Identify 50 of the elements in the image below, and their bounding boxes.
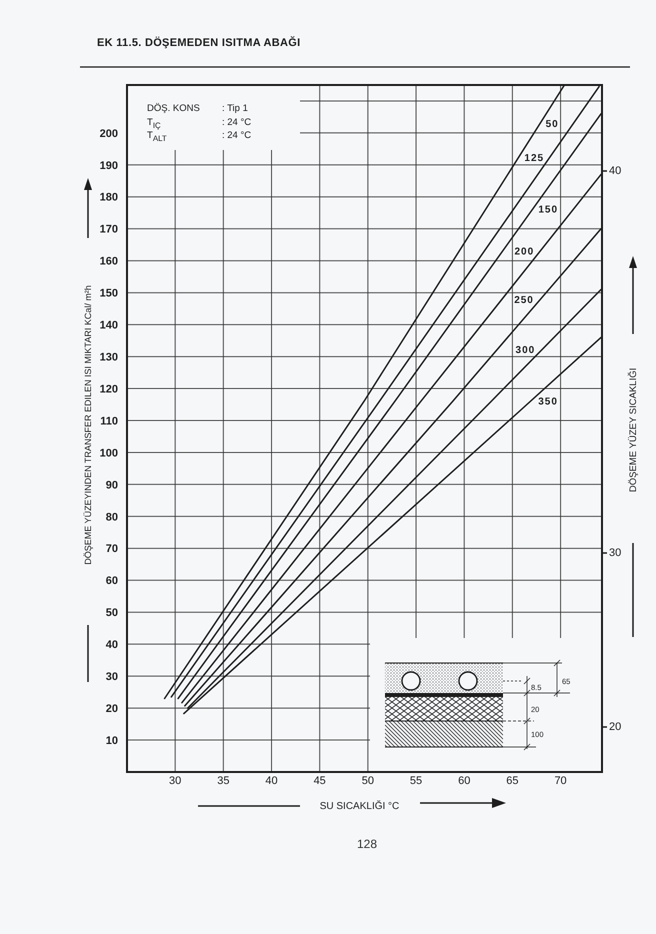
y-tick-label: 30 <box>106 671 118 684</box>
series-label: 50 <box>546 118 559 130</box>
y-tick-label: 100 <box>100 447 118 460</box>
y-tick-label: 90 <box>106 479 118 492</box>
text: 20 <box>609 721 622 733</box>
y-tick-label: 170 <box>100 224 118 236</box>
y-tick-label: 10 <box>106 734 118 747</box>
x-tick-label: 65 <box>506 774 519 787</box>
y-tick-label: 190 <box>100 160 118 172</box>
x-tick-label: 35 <box>217 774 230 787</box>
y-tick-label: 60 <box>106 575 118 588</box>
x-tick-label: 55 <box>410 774 422 787</box>
series-label: 125 <box>524 152 544 164</box>
annotation: : 24 °C <box>222 116 252 128</box>
y-tick-label: 150 <box>100 288 118 300</box>
text: 128 <box>356 837 378 851</box>
x-tick-label: 70 <box>554 774 567 787</box>
annotation: : Tip 1 <box>222 103 248 114</box>
y-tick-label: 40 <box>106 639 118 652</box>
annotation: T$_{IÇ}$ <box>147 116 161 130</box>
y2-axis-title: DÖŞEME YÜZEY SICAKLIĞI <box>626 368 638 492</box>
x-tick-label: 30 <box>169 774 182 787</box>
y-tick-label: 110 <box>100 415 118 428</box>
annotation: T$_{ALT}$ <box>147 130 167 144</box>
y-tick-label: 70 <box>106 543 118 556</box>
y-tick-label: 130 <box>100 352 118 364</box>
y-tick-label: 140 <box>100 320 118 332</box>
y-axis-title: DÖŞEME YÜZEYINDEN TRANSFER EDILEN ISI MIKTARI KCal/ m²h <box>83 285 93 565</box>
series-label: 300 <box>516 345 536 356</box>
text: 40 <box>609 165 622 177</box>
chart-title: EK 11.5. DÖŞEMEDEN ISITMA ABAĞI <box>97 36 300 49</box>
x-tick-label: 45 <box>314 774 326 787</box>
x-tick-label: 50 <box>362 774 374 787</box>
y-tick-label: 200 <box>100 128 118 140</box>
annotation: : 24 °C <box>222 130 252 141</box>
x-tick-label: 40 <box>265 774 278 787</box>
series-label: 150 <box>538 204 558 216</box>
y-tick-label: 160 <box>100 256 118 268</box>
x-axis-title: SU SICAKLIĞI °C <box>320 800 400 812</box>
series-label: 200 <box>514 246 534 258</box>
y-tick-label: 180 <box>100 192 118 204</box>
series-label: 350 <box>538 396 558 408</box>
y-tick-label: 20 <box>106 703 118 715</box>
y-tick-label: 50 <box>106 607 118 620</box>
y-tick-label: 120 <box>100 383 118 396</box>
y-tick-label: 80 <box>106 511 118 524</box>
x-tick-label: 60 <box>458 774 470 787</box>
annotation: DÖŞ. KONS <box>147 103 200 114</box>
text: 30 <box>609 547 622 559</box>
series-label: 250 <box>514 295 534 306</box>
